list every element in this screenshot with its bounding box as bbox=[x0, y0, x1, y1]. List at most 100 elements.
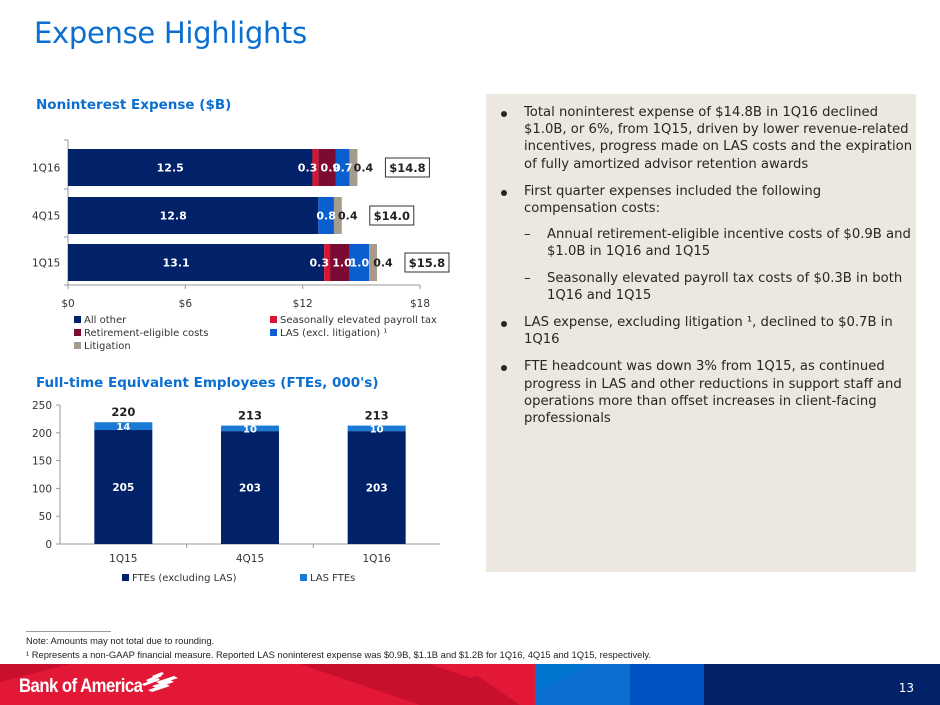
bar-segment-ftes-excluding-las bbox=[94, 430, 153, 544]
legend-swatch bbox=[300, 574, 307, 581]
bullet-dot-icon bbox=[501, 321, 507, 328]
bar-segment-seasonally-elevated-payroll-tax bbox=[324, 244, 331, 281]
y-tick-label: 100 bbox=[32, 483, 52, 495]
y-tick-label: 0 bbox=[45, 539, 52, 551]
legend-swatch bbox=[74, 342, 81, 349]
bar-segment-retirement-eligible-costs bbox=[330, 244, 350, 281]
highlights-panel: Total noninterest expense of $14.8B in 1… bbox=[486, 94, 916, 572]
total-box bbox=[384, 157, 430, 178]
sub-bullet-item: – Seasonally elevated payroll tax costs o… bbox=[486, 270, 916, 304]
bullet-dot-icon bbox=[501, 365, 507, 372]
y-tick-label: 150 bbox=[32, 456, 52, 468]
category-label: 1Q16 bbox=[32, 163, 61, 175]
data-label: 0.9 bbox=[321, 162, 341, 175]
legend-label: Litigation bbox=[84, 341, 131, 352]
legend-label: Retirement-eligible costs bbox=[84, 328, 208, 339]
bar-segment-las-excl-litigation- bbox=[335, 149, 350, 186]
flag-logo-icon bbox=[142, 672, 178, 692]
fte-chart: 050100150200250205142201Q15203102134Q152… bbox=[32, 400, 440, 584]
footnote-divider bbox=[26, 631, 111, 632]
x-tick-label: $12 bbox=[293, 298, 313, 310]
y-tick-label: 250 bbox=[32, 400, 52, 412]
bullet-item: FTE headcount was down 3% from 1Q15, as … bbox=[486, 358, 916, 427]
data-label: 0.8 bbox=[316, 210, 336, 223]
data-label: 10 bbox=[370, 424, 384, 435]
expense-chart-title: Noninterest Expense ($B) bbox=[36, 97, 232, 113]
bar-segment-las-ftes bbox=[347, 425, 406, 432]
x-tick-label: $6 bbox=[179, 298, 193, 310]
legend-label: LAS FTEs bbox=[310, 573, 355, 584]
highlights-list: Total noninterest expense of $14.8B in 1… bbox=[486, 104, 916, 427]
bullet-item: LAS expense, excluding litigation ¹, dec… bbox=[486, 314, 916, 348]
data-label: 1.0 bbox=[332, 257, 352, 270]
bar-segment-las-ftes bbox=[221, 425, 279, 432]
total-box bbox=[404, 252, 450, 273]
data-label: 0.3 bbox=[298, 162, 318, 175]
y-tick-label: 50 bbox=[39, 511, 52, 523]
sub-bullet-item: – Annual retirement-eligible incentive co… bbox=[486, 226, 916, 260]
dash-icon: – bbox=[524, 270, 531, 286]
data-label: 1.0 bbox=[350, 257, 370, 270]
bar-segment-all-other bbox=[68, 197, 319, 234]
category-label: 4Q15 bbox=[236, 553, 264, 565]
data-label: 203 bbox=[239, 483, 261, 495]
bullet-dot-icon bbox=[501, 111, 507, 117]
bullet-text: Total noninterest expense of $14.8B in 1… bbox=[524, 105, 913, 172]
category-label: 1Q15 bbox=[109, 553, 137, 565]
data-label: 0.4 bbox=[373, 257, 393, 270]
data-label: 0.4 bbox=[338, 210, 358, 223]
legend-swatch bbox=[74, 316, 81, 323]
bar-segment-litigation bbox=[369, 244, 377, 281]
data-label: 205 bbox=[112, 482, 134, 494]
total-label: 220 bbox=[111, 405, 135, 419]
bullet-item: First quarter expenses included the foll… bbox=[486, 183, 916, 217]
legend-label: Seasonally elevated payroll tax bbox=[280, 315, 437, 326]
bar-segment-litigation bbox=[349, 149, 358, 186]
legend-swatch bbox=[74, 329, 81, 336]
bar-segment-all-other bbox=[68, 149, 313, 186]
page-title: Expense Highlights bbox=[34, 16, 307, 50]
data-label: 12.8 bbox=[160, 210, 187, 223]
bar-segment-retirement-eligible-costs bbox=[318, 149, 336, 186]
data-label: 0.4 bbox=[354, 162, 374, 175]
data-label: 203 bbox=[366, 483, 388, 495]
brand-logo: Bank of America bbox=[19, 676, 143, 697]
legend-label: FTEs (excluding LAS) bbox=[132, 573, 237, 584]
bar-segment-all-other bbox=[68, 244, 325, 281]
legend-swatch bbox=[122, 574, 129, 581]
bar-segment-las-ftes bbox=[94, 422, 153, 431]
non-gaap-footnote: ¹ Represents a non-GAAP financial measur… bbox=[26, 649, 652, 660]
category-label: 4Q15 bbox=[32, 211, 60, 223]
data-label: 0.7 bbox=[333, 162, 353, 175]
bullet-text: First quarter expenses included the foll… bbox=[524, 183, 822, 217]
legend-swatch bbox=[270, 316, 277, 323]
legend-label: LAS (excl. litigation) ¹ bbox=[280, 328, 387, 339]
bar-segment-ftes-excluding-las bbox=[347, 431, 406, 544]
total-label: 213 bbox=[365, 409, 389, 423]
data-label: 10 bbox=[243, 424, 257, 435]
total-label: 213 bbox=[238, 409, 262, 423]
bar-segment-las-excl-litigation- bbox=[318, 197, 334, 234]
x-tick-label: $18 bbox=[410, 298, 430, 310]
category-label: 1Q16 bbox=[363, 553, 392, 565]
total-box bbox=[369, 205, 415, 226]
data-label: 13.1 bbox=[163, 257, 190, 270]
bullet-item: Total noninterest expense of $14.8B in 1… bbox=[486, 104, 916, 173]
bullet-dot-icon bbox=[501, 189, 507, 196]
data-label: 14 bbox=[116, 422, 130, 433]
x-tick-label: $0 bbox=[61, 298, 74, 310]
y-tick-label: 200 bbox=[32, 428, 52, 440]
bar-segment-litigation bbox=[333, 197, 342, 234]
page-number: 13 bbox=[898, 681, 914, 695]
bullet-text: LAS expense, excluding litigation ¹, dec… bbox=[524, 315, 893, 348]
footer-band bbox=[0, 664, 940, 705]
bar-segment-ftes-excluding-las bbox=[221, 431, 279, 544]
rounding-note: Note: Amounts may not total due to round… bbox=[26, 635, 215, 646]
bullet-text: Annual retirement-eligible incentive cos… bbox=[547, 227, 911, 260]
total-label: $14.0 bbox=[374, 209, 410, 223]
fte-chart-title: Full-time Equivalent Employees (FTEs, 00… bbox=[36, 375, 379, 391]
bullet-text: Seasonally elevated payroll tax costs of… bbox=[547, 270, 903, 303]
bar-segment-las-excl-litigation- bbox=[349, 244, 370, 281]
total-label: $14.8 bbox=[389, 161, 425, 175]
